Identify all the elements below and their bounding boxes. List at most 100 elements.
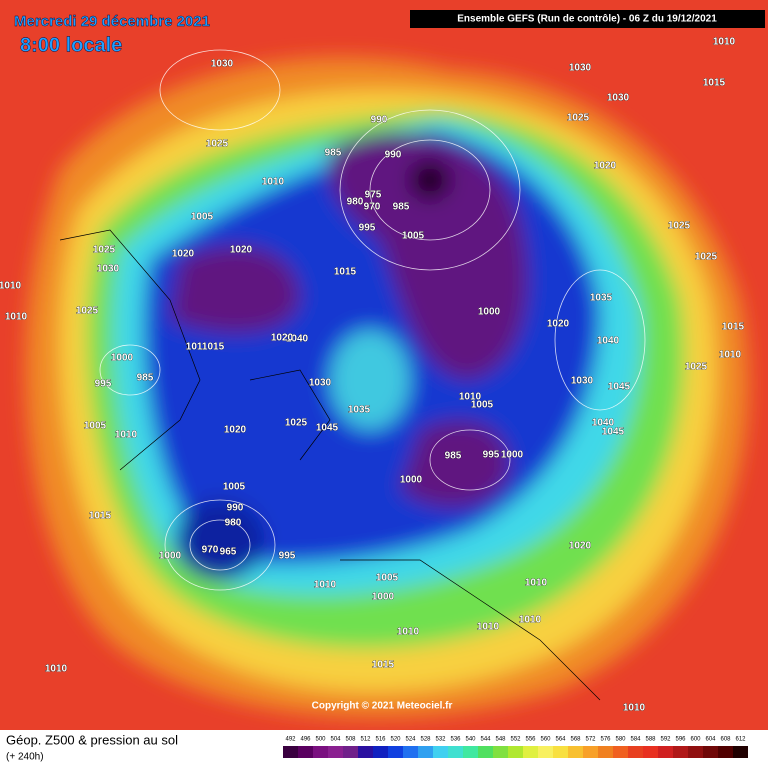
colorbar-swatch: [568, 746, 583, 758]
isobar-label: 1015: [372, 660, 395, 671]
colorbar-tick-label: 512: [360, 737, 371, 743]
isobar-label: 1010: [459, 392, 482, 403]
footer-title: Géop. Z500 & pression au sol: [6, 732, 178, 747]
isobar-label: 1025: [76, 306, 99, 317]
colorbar-swatch: [673, 746, 688, 758]
colorbar-tick-label: 600: [690, 737, 701, 743]
date: Mercredi 29 décembre 2021: [14, 13, 210, 30]
isobar-label: 995: [279, 551, 296, 562]
copyright: Copyright © 2021 Meteociel.fr: [312, 701, 453, 712]
colorbar-tick-label: 504: [330, 737, 341, 743]
isobar-label: 1000: [478, 307, 501, 318]
run-info: Ensemble GEFS (Run de contrôle) - 06 Z d…: [457, 14, 717, 25]
isobar-label: 995: [359, 223, 376, 234]
isobar-label: 1011015: [186, 342, 225, 353]
colorbar-swatch: [358, 746, 373, 758]
isobar-label: 1020: [224, 425, 247, 436]
isobar-label: 1025: [668, 221, 691, 232]
colorbar-tick-label: 584: [630, 737, 641, 743]
colorbar-tick-label: 564: [555, 737, 566, 743]
colorbar-swatch: [583, 746, 598, 758]
isobar-label: 1010: [623, 703, 646, 714]
isobar-label: 1025: [206, 139, 229, 150]
isobar-label: 1030: [211, 59, 234, 70]
colorbar-swatch: [598, 746, 613, 758]
colorbar-tick-label: 520: [390, 737, 401, 743]
colorbar-tick-label: 516: [375, 737, 386, 743]
isobar-label: 975: [365, 190, 382, 201]
isobar-label: 1010: [519, 615, 542, 626]
isobar-label: 1005: [84, 421, 107, 432]
isobar-label: 1010: [397, 627, 420, 638]
colorbar-tick-label: 532: [435, 737, 446, 743]
colorbar-tick-label: 604: [705, 737, 716, 743]
colorbar-swatch: [328, 746, 343, 758]
isobar-label: 1020: [230, 245, 253, 256]
isobar-label: 1005: [402, 231, 425, 242]
colorbar-swatch: [493, 746, 508, 758]
colorbar-tick-label: 548: [495, 737, 506, 743]
isobar-label: 1035: [590, 293, 613, 304]
colorbar-swatch: [643, 746, 658, 758]
colorbar-swatch: [388, 746, 403, 758]
colorbar-tick-label: 568: [570, 737, 581, 743]
isobars: [99, 49, 646, 591]
isobar-label: 985: [393, 202, 410, 213]
colorbar-swatch: [463, 746, 478, 758]
colorbar-swatch: [313, 746, 328, 758]
colorbar-tick-label: 492: [285, 737, 296, 743]
colorbar-tick-label: 508: [345, 737, 356, 743]
colorbar: 492 496 500 504 508 512 516 520 524 528 532 536 540 5…: [283, 737, 748, 758]
isobar-label: 980: [225, 518, 242, 529]
colorbar-swatch: [448, 746, 463, 758]
geopotential-field: [25, 57, 749, 718]
isobar-label: 1040: [592, 418, 615, 429]
colorbar-swatch: [523, 746, 538, 758]
isobar-label: 1020: [547, 319, 570, 330]
isobar-label: 1015: [722, 322, 745, 333]
colorbar-swatch: [703, 746, 718, 758]
isobar-label: 990: [385, 150, 402, 161]
colorbar-tick-label: 544: [480, 737, 491, 743]
colorbar-swatch: [403, 746, 418, 758]
isobar-label: 1020: [569, 541, 592, 552]
colorbar-tick-label: 592: [660, 737, 671, 743]
colorbar-tick-label: 556: [525, 737, 536, 743]
isobar-label: 995: [95, 379, 112, 390]
colorbar-swatch: [718, 746, 733, 758]
isobar-label: 1025: [567, 113, 590, 124]
isobar-label: 1000: [111, 353, 134, 364]
time: 8:00 locale: [20, 34, 122, 56]
colorbar-tick-label: 500: [315, 737, 326, 743]
isobar-label: 1025: [685, 362, 708, 373]
isobar-label: 1010: [0, 281, 22, 292]
colorbar-tick-label: 528: [420, 737, 431, 743]
colorbar-tick-label: 596: [675, 737, 686, 743]
isobar-label: 1025: [695, 252, 718, 263]
colorbar-swatch: [508, 746, 523, 758]
colorbar-tick-label: 536: [450, 737, 461, 743]
isobar-label: 1010: [262, 177, 285, 188]
colorbar-swatch: [433, 746, 448, 758]
isobar-label: 1030: [607, 93, 630, 104]
isobar-label: 1010: [5, 312, 28, 323]
isobar-label: 1030: [571, 376, 594, 387]
isobar-label: 1020: [172, 249, 195, 260]
isobar-label: 1020: [594, 161, 617, 172]
colorbar-tick-label: 572: [585, 737, 596, 743]
isobar-label: 1010: [45, 664, 68, 675]
isobar-label: 1020: [271, 333, 294, 344]
isobar-label: 1045: [608, 382, 631, 393]
isobar-label: 1045: [316, 423, 339, 434]
isobar-label: 990: [371, 115, 388, 126]
isobar-label: 985: [137, 373, 154, 384]
isobar-label: 970: [202, 545, 219, 556]
isobar-label: 1045: [602, 427, 625, 438]
isobar-label: 1000: [372, 592, 395, 603]
isobar-label: 1000: [400, 475, 423, 486]
isobar-label: 1025: [93, 245, 116, 256]
colorbar-swatch: [658, 746, 673, 758]
colorbar-tick-label: 524: [405, 737, 416, 743]
